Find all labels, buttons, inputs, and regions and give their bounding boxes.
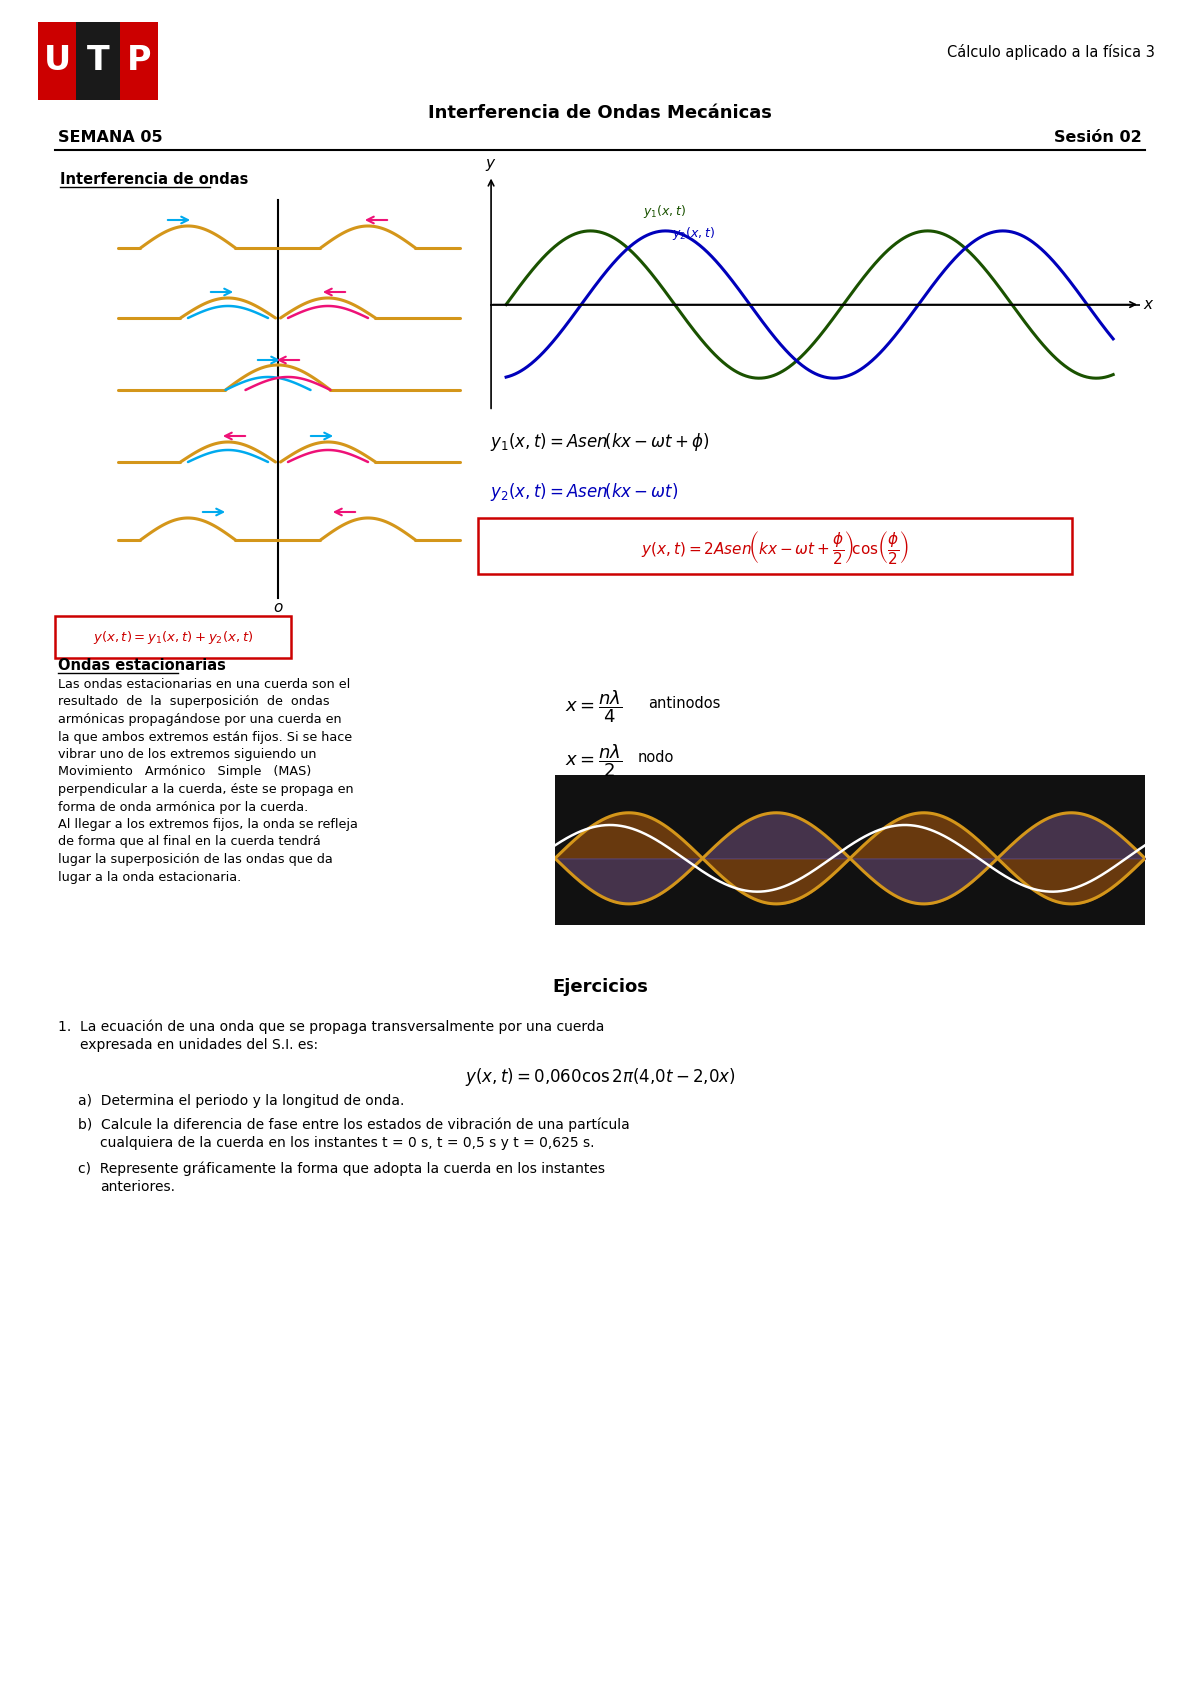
Text: $y_2(x,t) = Asen\!\left(kx - \omega t\right)$: $y_2(x,t) = Asen\!\left(kx - \omega t\ri… xyxy=(490,480,678,502)
Text: Nodo: Nodo xyxy=(1133,738,1158,748)
Text: Ondas estacionarias: Ondas estacionarias xyxy=(58,658,226,674)
Text: $y(x,t) = 2Asen\!\left(kx - \omega t + \dfrac{\phi}{2}\right)\!\cos\!\left(\dfra: $y(x,t) = 2Asen\!\left(kx - \omega t + \… xyxy=(641,528,908,565)
Text: antinodos: antinodos xyxy=(648,696,720,711)
Text: 2A sen kx: 2A sen kx xyxy=(1080,937,1127,947)
FancyBboxPatch shape xyxy=(55,616,292,658)
Bar xyxy=(38,22,77,100)
Text: expresada en unidades del S.I. es:: expresada en unidades del S.I. es: xyxy=(80,1039,318,1052)
Text: U: U xyxy=(43,44,71,78)
Text: $y(x,t) = y_1(x,t) + y_2(x,t)$: $y(x,t) = y_1(x,t) + y_2(x,t)$ xyxy=(92,630,253,647)
Text: resultado  de  la  superposición  de  ondas: resultado de la superposición de ondas xyxy=(58,696,330,709)
Text: anteriores.: anteriores. xyxy=(100,1179,175,1195)
Text: $x = \dfrac{n\lambda}{2}$: $x = \dfrac{n\lambda}{2}$ xyxy=(565,742,623,779)
Text: Las ondas estacionarias en una cuerda son el: Las ondas estacionarias en una cuerda so… xyxy=(58,679,350,691)
Text: $y(x,t) = 0{,}060\cos2\pi(4{,}0t - 2{,}0x)$: $y(x,t) = 0{,}060\cos2\pi(4{,}0t - 2{,}0… xyxy=(464,1066,736,1088)
Bar xyxy=(77,22,120,100)
Text: armónicas propagándose por una cuerda en: armónicas propagándose por una cuerda en xyxy=(58,713,342,726)
Text: SEMANA 05: SEMANA 05 xyxy=(58,131,163,146)
Text: Interferencia de Ondas Mecánicas: Interferencia de Ondas Mecánicas xyxy=(428,104,772,122)
Text: lugar la superposición de las ondas que da: lugar la superposición de las ondas que … xyxy=(58,854,332,865)
Text: Nodo: Nodo xyxy=(838,738,863,748)
Text: $y_1(x,t) = Asen\!\left(kx - \omega t + \phi\right)$: $y_1(x,t) = Asen\!\left(kx - \omega t + … xyxy=(490,431,709,453)
Text: $o$: $o$ xyxy=(272,601,283,614)
Text: de forma que al final en la cuerda tendrá: de forma que al final en la cuerda tendr… xyxy=(58,835,320,848)
Text: Movimiento   Armónico   Simple   (MAS): Movimiento Armónico Simple (MAS) xyxy=(58,765,311,779)
Text: Nodo: Nodo xyxy=(542,738,568,748)
Text: P: P xyxy=(126,44,151,78)
Text: c)  Represente gráficamente la forma que adopta la cuerda en los instantes: c) Represente gráficamente la forma que … xyxy=(78,1162,605,1176)
Text: Antinodo: Antinodo xyxy=(976,738,1019,748)
Text: Interferencia de ondas: Interferencia de ondas xyxy=(60,171,248,187)
Text: vibrar uno de los extremos siguiendo un: vibrar uno de los extremos siguiendo un xyxy=(58,748,317,760)
Text: 1.  La ecuación de una onda que se propaga transversalmente por una cuerda: 1. La ecuación de una onda que se propag… xyxy=(58,1020,605,1035)
Text: a)  Determina el periodo y la longitud de onda.: a) Determina el periodo y la longitud de… xyxy=(78,1095,404,1108)
Text: nodo: nodo xyxy=(638,750,674,765)
Text: Antinodo: Antinodo xyxy=(680,738,725,748)
Bar xyxy=(120,22,158,100)
Text: forma de onda armónica por la cuerda.: forma de onda armónica por la cuerda. xyxy=(58,801,308,813)
Text: T: T xyxy=(86,44,109,78)
Bar xyxy=(554,776,1145,925)
Text: perpendicular a la cuerda, éste se propaga en: perpendicular a la cuerda, éste se propa… xyxy=(58,782,354,796)
Text: $x$: $x$ xyxy=(1142,297,1154,312)
Text: cualquiera de la cuerda en los instantes t = 0 s, t = 0,5 s y t = 0,625 s.: cualquiera de la cuerda en los instantes… xyxy=(100,1135,594,1151)
Text: Cálculo aplicado a la física 3: Cálculo aplicado a la física 3 xyxy=(947,44,1154,59)
Text: la que ambos extremos están fijos. Si se hace: la que ambos extremos están fijos. Si se… xyxy=(58,730,352,743)
Text: Ejercicios: Ejercicios xyxy=(552,977,648,996)
Text: $y$: $y$ xyxy=(485,158,497,173)
Text: Sesión 02: Sesión 02 xyxy=(1055,131,1142,146)
Text: Al llegar a los extremos fijos, la onda se refleja: Al llegar a los extremos fijos, la onda … xyxy=(58,818,358,832)
FancyBboxPatch shape xyxy=(478,518,1072,574)
Text: lugar a la onda estacionaria.: lugar a la onda estacionaria. xyxy=(58,871,241,884)
Text: $x = \dfrac{n\lambda}{4}$: $x = \dfrac{n\lambda}{4}$ xyxy=(565,687,623,725)
Text: $y_1(x,t)$: $y_1(x,t)$ xyxy=(643,202,686,219)
Text: $y_2(x,t)$: $y_2(x,t)$ xyxy=(672,224,715,241)
Text: b)  Calcule la diferencia de fase entre los estados de vibración de una partícul: b) Calcule la diferencia de fase entre l… xyxy=(78,1118,630,1132)
